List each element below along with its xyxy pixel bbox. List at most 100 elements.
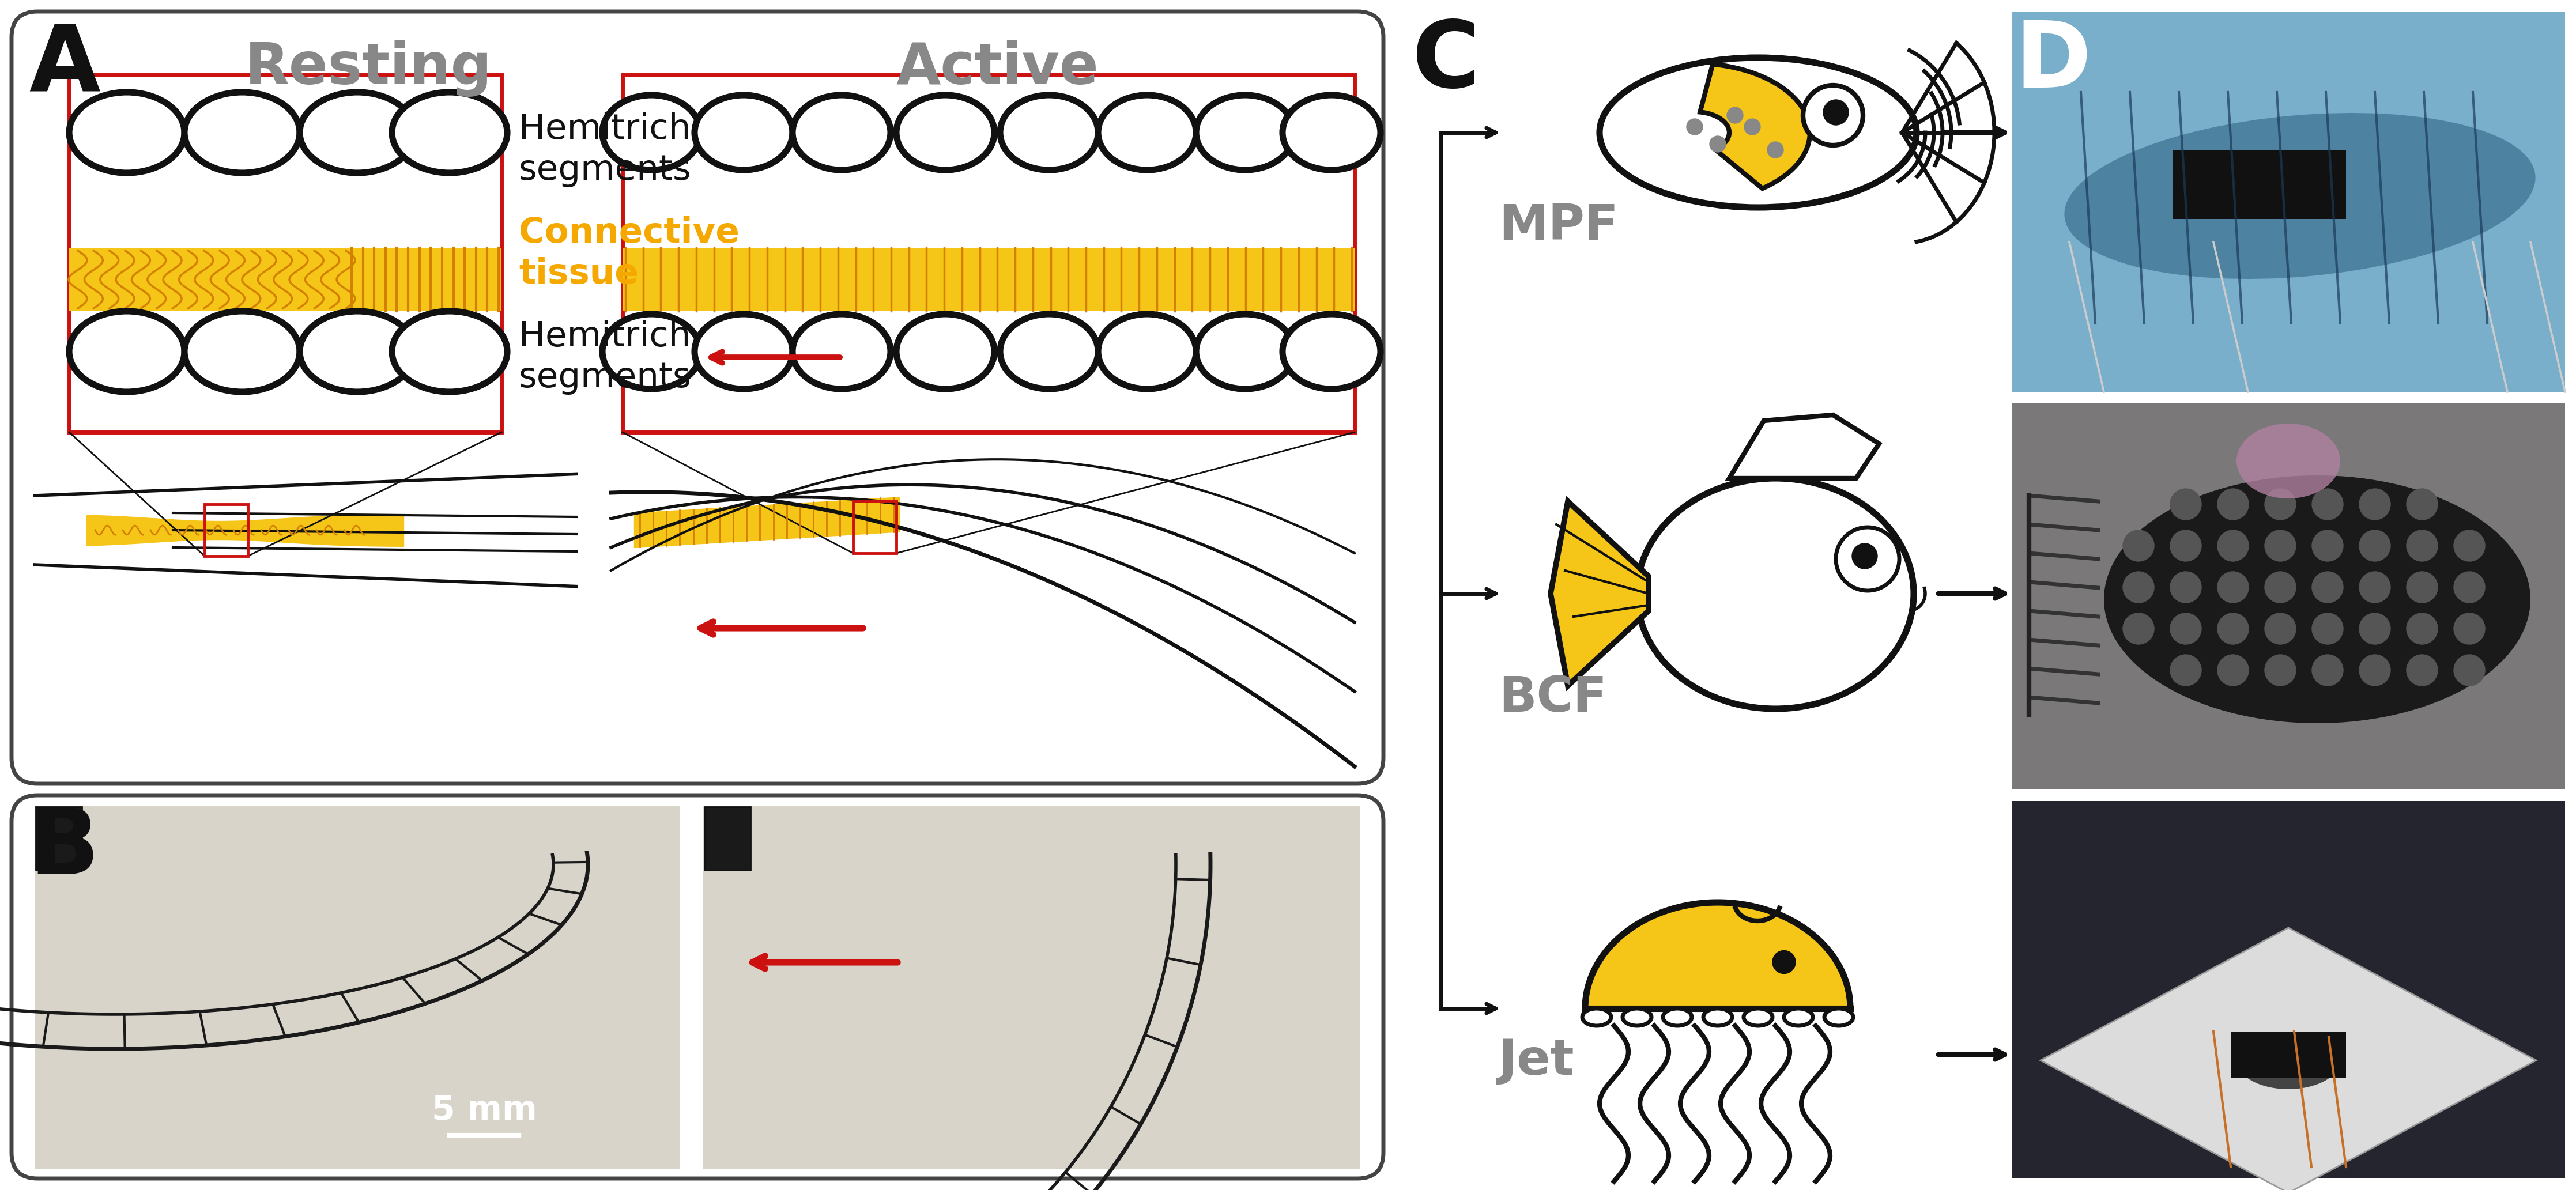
Ellipse shape: [603, 95, 701, 170]
Circle shape: [2218, 571, 2249, 603]
Bar: [623, 248, 1355, 312]
Circle shape: [2313, 571, 2344, 603]
Bar: [853, 501, 896, 553]
Ellipse shape: [2063, 113, 2535, 278]
Ellipse shape: [1824, 1008, 1852, 1026]
Circle shape: [2123, 613, 2154, 644]
Circle shape: [1726, 107, 1744, 124]
Text: D: D: [2014, 18, 2092, 107]
Circle shape: [2169, 531, 2202, 562]
Text: 5 mm: 5 mm: [433, 1094, 536, 1127]
Circle shape: [2264, 489, 2295, 520]
Circle shape: [1687, 119, 1703, 134]
Bar: [70, 75, 502, 432]
Polygon shape: [2040, 928, 2537, 1190]
Circle shape: [2455, 613, 2486, 644]
Ellipse shape: [2236, 424, 2339, 499]
Text: BCF: BCF: [1499, 675, 1607, 722]
Circle shape: [2360, 613, 2391, 644]
Polygon shape: [1551, 501, 1649, 685]
Ellipse shape: [896, 314, 994, 389]
Circle shape: [1710, 136, 1726, 152]
Ellipse shape: [70, 92, 185, 173]
Circle shape: [2313, 654, 2344, 685]
Ellipse shape: [1785, 1008, 1814, 1026]
Circle shape: [2406, 489, 2437, 520]
Ellipse shape: [1623, 1008, 1651, 1026]
Ellipse shape: [896, 95, 994, 170]
Circle shape: [2123, 571, 2154, 603]
Ellipse shape: [1283, 95, 1381, 170]
Bar: [2174, 150, 2347, 219]
Circle shape: [2455, 531, 2486, 562]
Ellipse shape: [1097, 314, 1195, 389]
Text: Connective
tissue: Connective tissue: [518, 217, 739, 290]
Ellipse shape: [299, 312, 415, 392]
FancyBboxPatch shape: [10, 12, 1383, 784]
Text: Jet: Jet: [1499, 1038, 1574, 1085]
Circle shape: [2169, 489, 2202, 520]
Ellipse shape: [299, 92, 415, 173]
Circle shape: [1824, 100, 1850, 125]
Ellipse shape: [793, 95, 891, 170]
Ellipse shape: [1582, 1008, 1610, 1026]
Bar: [623, 75, 1355, 432]
Text: B: B: [28, 804, 98, 894]
Polygon shape: [1728, 415, 1878, 478]
Circle shape: [2455, 571, 2486, 603]
Bar: [2231, 1032, 2347, 1078]
Bar: [33, 806, 680, 1169]
Ellipse shape: [1195, 95, 1293, 170]
Ellipse shape: [185, 92, 299, 173]
Circle shape: [2218, 489, 2249, 520]
Ellipse shape: [1600, 57, 1917, 207]
Circle shape: [2360, 571, 2391, 603]
Circle shape: [2218, 654, 2249, 685]
Ellipse shape: [70, 312, 185, 392]
Circle shape: [2169, 654, 2202, 685]
Polygon shape: [1700, 64, 1811, 188]
Ellipse shape: [793, 314, 891, 389]
Circle shape: [2264, 531, 2295, 562]
Text: A: A: [28, 20, 100, 109]
Ellipse shape: [1195, 314, 1293, 389]
Circle shape: [2169, 613, 2202, 644]
Circle shape: [2218, 613, 2249, 644]
Ellipse shape: [1283, 314, 1381, 389]
Circle shape: [2406, 531, 2437, 562]
Ellipse shape: [392, 92, 507, 173]
Bar: [703, 806, 1360, 1169]
Circle shape: [2313, 531, 2344, 562]
Ellipse shape: [999, 95, 1097, 170]
Circle shape: [2360, 531, 2391, 562]
Bar: [2012, 403, 2566, 789]
Circle shape: [2406, 654, 2437, 685]
Circle shape: [2313, 613, 2344, 644]
Bar: [2012, 801, 2566, 1178]
Circle shape: [2455, 654, 2486, 685]
Bar: [2012, 12, 2566, 392]
Text: MPF: MPF: [1499, 201, 1618, 250]
Polygon shape: [1584, 902, 1850, 1008]
Text: Resting: Resting: [245, 40, 492, 96]
Ellipse shape: [696, 314, 793, 389]
Circle shape: [1767, 142, 1783, 158]
Ellipse shape: [696, 95, 793, 170]
Circle shape: [1837, 527, 1899, 590]
Text: C: C: [1412, 18, 1479, 107]
Ellipse shape: [2236, 1032, 2339, 1089]
Bar: [36, 807, 82, 870]
Ellipse shape: [392, 312, 507, 392]
Circle shape: [2313, 489, 2344, 520]
Ellipse shape: [2105, 476, 2530, 724]
Circle shape: [2218, 531, 2249, 562]
Bar: [204, 505, 247, 556]
Circle shape: [2264, 613, 2295, 644]
Bar: [703, 807, 750, 870]
Ellipse shape: [603, 314, 701, 389]
Ellipse shape: [1097, 95, 1195, 170]
Circle shape: [2264, 654, 2295, 685]
Text: Active: Active: [896, 40, 1097, 96]
Ellipse shape: [1664, 1008, 1692, 1026]
Text: Hemitrich
segments: Hemitrich segments: [518, 113, 690, 187]
